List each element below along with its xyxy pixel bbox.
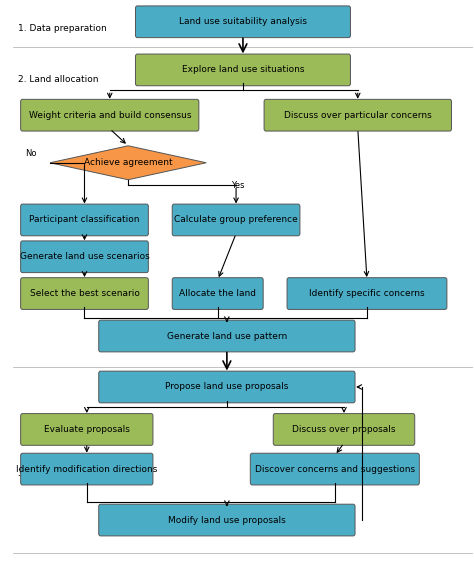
- FancyBboxPatch shape: [136, 54, 350, 86]
- Text: Identify specific concerns: Identify specific concerns: [309, 289, 425, 298]
- Text: Discuss over particular concerns: Discuss over particular concerns: [284, 111, 432, 119]
- Text: Discuss over proposals: Discuss over proposals: [292, 425, 396, 434]
- Text: Generate land use pattern: Generate land use pattern: [167, 332, 287, 340]
- Text: Allocate the land: Allocate the land: [179, 289, 256, 298]
- FancyBboxPatch shape: [21, 204, 148, 236]
- FancyBboxPatch shape: [21, 241, 148, 273]
- FancyBboxPatch shape: [21, 453, 153, 485]
- Text: No: No: [25, 149, 36, 158]
- FancyBboxPatch shape: [264, 100, 451, 131]
- FancyBboxPatch shape: [273, 414, 415, 446]
- FancyBboxPatch shape: [250, 453, 419, 485]
- FancyBboxPatch shape: [99, 320, 355, 352]
- FancyBboxPatch shape: [172, 204, 300, 236]
- Text: Generate land use scenarios: Generate land use scenarios: [19, 252, 149, 261]
- Text: Propose land use proposals: Propose land use proposals: [165, 382, 289, 391]
- Polygon shape: [50, 146, 206, 180]
- FancyBboxPatch shape: [136, 6, 350, 38]
- Text: Calculate group preference: Calculate group preference: [174, 216, 298, 224]
- FancyBboxPatch shape: [99, 371, 355, 403]
- Text: Achieve agreement: Achieve agreement: [84, 158, 173, 167]
- Text: Evaluate proposals: Evaluate proposals: [44, 425, 130, 434]
- FancyBboxPatch shape: [172, 278, 263, 310]
- Text: Land use suitability analysis: Land use suitability analysis: [179, 17, 307, 26]
- Text: Identify modification directions: Identify modification directions: [16, 464, 157, 473]
- FancyBboxPatch shape: [287, 278, 447, 310]
- Text: Explore land use situations: Explore land use situations: [182, 65, 304, 75]
- Text: Discover concerns and suggestions: Discover concerns and suggestions: [255, 464, 415, 473]
- Text: 3. Proposal deliberation: 3. Proposal deliberation: [18, 468, 125, 477]
- Text: Participant classification: Participant classification: [29, 216, 140, 224]
- Text: Weight criteria and build consensus: Weight criteria and build consensus: [28, 111, 191, 119]
- FancyBboxPatch shape: [21, 414, 153, 446]
- FancyBboxPatch shape: [99, 504, 355, 536]
- Text: Yes: Yes: [231, 181, 245, 190]
- Text: Select the best scenario: Select the best scenario: [29, 289, 139, 298]
- Text: 1. Data preparation: 1. Data preparation: [18, 24, 107, 33]
- FancyBboxPatch shape: [21, 278, 148, 310]
- Text: 2. Land allocation: 2. Land allocation: [18, 75, 99, 84]
- FancyBboxPatch shape: [21, 100, 199, 131]
- Text: Modify land use proposals: Modify land use proposals: [168, 516, 286, 525]
